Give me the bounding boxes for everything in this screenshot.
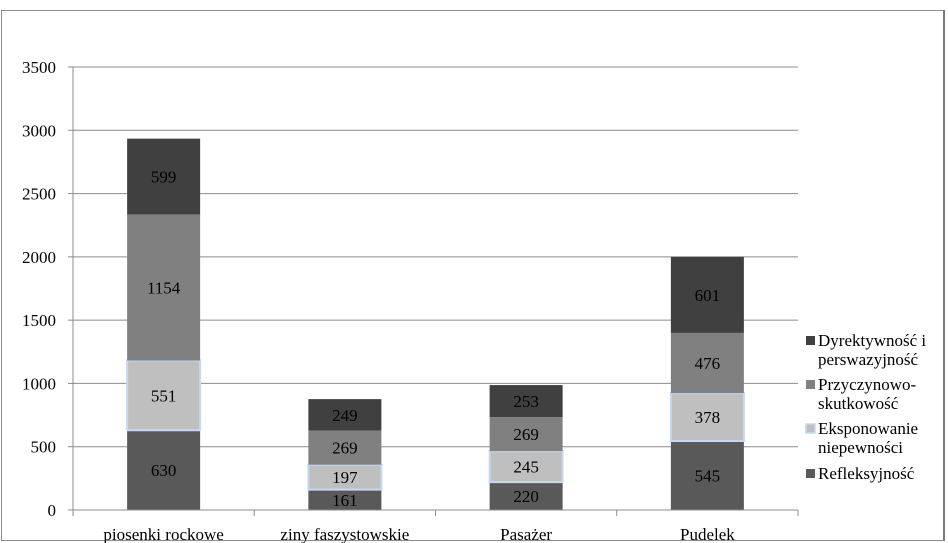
- bar-segment: [308, 489, 382, 510]
- legend-label: skutkowość: [818, 394, 899, 413]
- data-label: 630: [151, 461, 177, 480]
- y-tick-label: 0: [48, 501, 57, 520]
- bar-segment: [126, 359, 202, 432]
- data-label: 545: [695, 467, 721, 486]
- data-label: 601: [695, 286, 721, 305]
- data-label: 1154: [147, 278, 181, 297]
- data-label: 476: [695, 354, 721, 373]
- y-tick-label: 3000: [22, 121, 56, 140]
- y-tick-label: 2500: [22, 185, 56, 204]
- data-label: 220: [513, 487, 539, 506]
- y-tick-label: 3500: [22, 58, 56, 77]
- y-tick-label: 2000: [22, 248, 56, 267]
- y-tick-label: 500: [31, 438, 57, 457]
- bar-segment: [308, 430, 382, 465]
- x-tick-label: ziny faszystowskie: [280, 525, 409, 543]
- data-label: 378: [695, 408, 721, 427]
- legend-swatch: [806, 380, 815, 389]
- legend-label: Przyczynowo-: [818, 375, 917, 394]
- x-tick-label: piosenki rockowe: [103, 525, 223, 543]
- bar-segment: [127, 430, 201, 510]
- data-label: 245: [513, 458, 539, 477]
- data-label: 269: [332, 439, 358, 458]
- bar-segment: [489, 385, 563, 418]
- data-label: 161: [332, 491, 358, 510]
- bar-segment: [669, 392, 745, 443]
- data-label: 249: [332, 406, 358, 425]
- data-label: 599: [151, 168, 177, 187]
- x-tick-label: Pasażer: [500, 525, 552, 543]
- legend-swatch: [806, 336, 815, 345]
- legend-label: perswazyjność: [818, 350, 919, 369]
- bar-segment: [670, 441, 744, 510]
- bar-segment: [489, 482, 563, 510]
- bar-segment: [127, 138, 201, 215]
- data-label: 269: [513, 425, 539, 444]
- bar-segment: [670, 332, 744, 394]
- y-tick-label: 1000: [22, 374, 56, 393]
- data-label: 253: [513, 392, 539, 411]
- legend-label: Refleksyjność: [818, 464, 915, 483]
- chart-frame: [1, 10, 945, 541]
- x-tick-label: Pudelek: [680, 525, 735, 543]
- bar-segment: [670, 256, 744, 333]
- legend-swatch: [806, 469, 815, 478]
- data-label: 551: [151, 386, 177, 405]
- legend-label: Dyrektywność i: [818, 331, 926, 350]
- legend-label: Eksponowanie: [818, 419, 918, 438]
- bar-segment: [308, 399, 382, 431]
- data-label: 197: [332, 468, 358, 487]
- legend-swatch: [805, 423, 816, 434]
- y-tick-label: 1500: [22, 311, 56, 330]
- legend-label: niepewności: [818, 438, 903, 457]
- bar-segment: [127, 214, 201, 361]
- bar-segment: [489, 417, 563, 452]
